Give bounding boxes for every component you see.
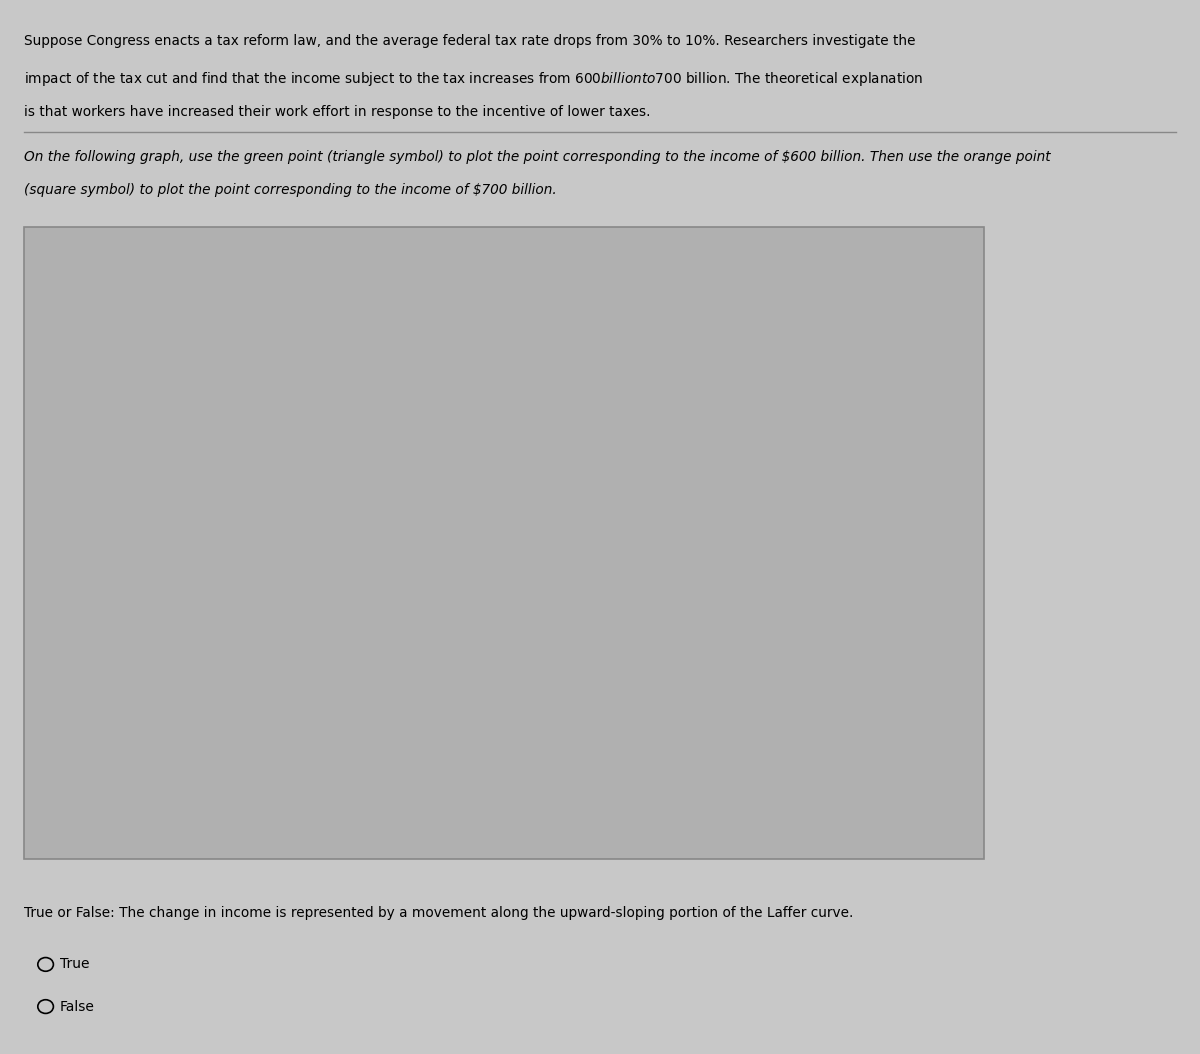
Circle shape — [892, 258, 942, 368]
Text: is that workers have increased their work effort in response to the incentive of: is that workers have increased their wor… — [24, 105, 650, 119]
Text: Laffer Curve: Laffer Curve — [470, 748, 544, 762]
Text: True or False: The change in income is represented by a movement along the upwar: True or False: The change in income is r… — [24, 906, 853, 920]
Text: ?: ? — [912, 306, 920, 320]
Text: impact of the tax cut and find that the income subject to the tax increases from: impact of the tax cut and find that the … — [24, 70, 923, 87]
Text: (square symbol) to plot the point corresponding to the income of $700 billion.: (square symbol) to plot the point corres… — [24, 183, 557, 197]
Text: True: True — [60, 957, 90, 972]
Text: Income$_{\mathregular{\$600}}$: Income$_{\mathregular{\$600}}$ — [745, 472, 811, 489]
Y-axis label: FEDERAL TAX REVENUE (Billions of dollars): FEDERAL TAX REVENUE (Billions of dollars… — [72, 390, 85, 675]
Point — [766, 534, 785, 551]
Point — [766, 397, 785, 414]
Text: False: False — [60, 999, 95, 1014]
X-axis label: FEDERAL TAX RATE (Percent): FEDERAL TAX RATE (Percent) — [312, 838, 516, 851]
Text: On the following graph, use the green point (triangle symbol) to plot the point : On the following graph, use the green po… — [24, 150, 1051, 163]
Text: Suppose Congress enacts a tax reform law, and the average federal tax rate drops: Suppose Congress enacts a tax reform law… — [24, 34, 916, 47]
Text: Income$_{\mathregular{\$700}}$: Income$_{\mathregular{\$700}}$ — [745, 609, 810, 626]
